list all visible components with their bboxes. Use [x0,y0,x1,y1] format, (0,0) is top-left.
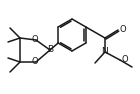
Text: B: B [47,45,53,55]
Text: O: O [120,25,127,34]
Text: N: N [102,47,108,56]
Text: O: O [32,58,38,66]
Text: O: O [121,55,128,64]
Text: O: O [32,36,38,44]
